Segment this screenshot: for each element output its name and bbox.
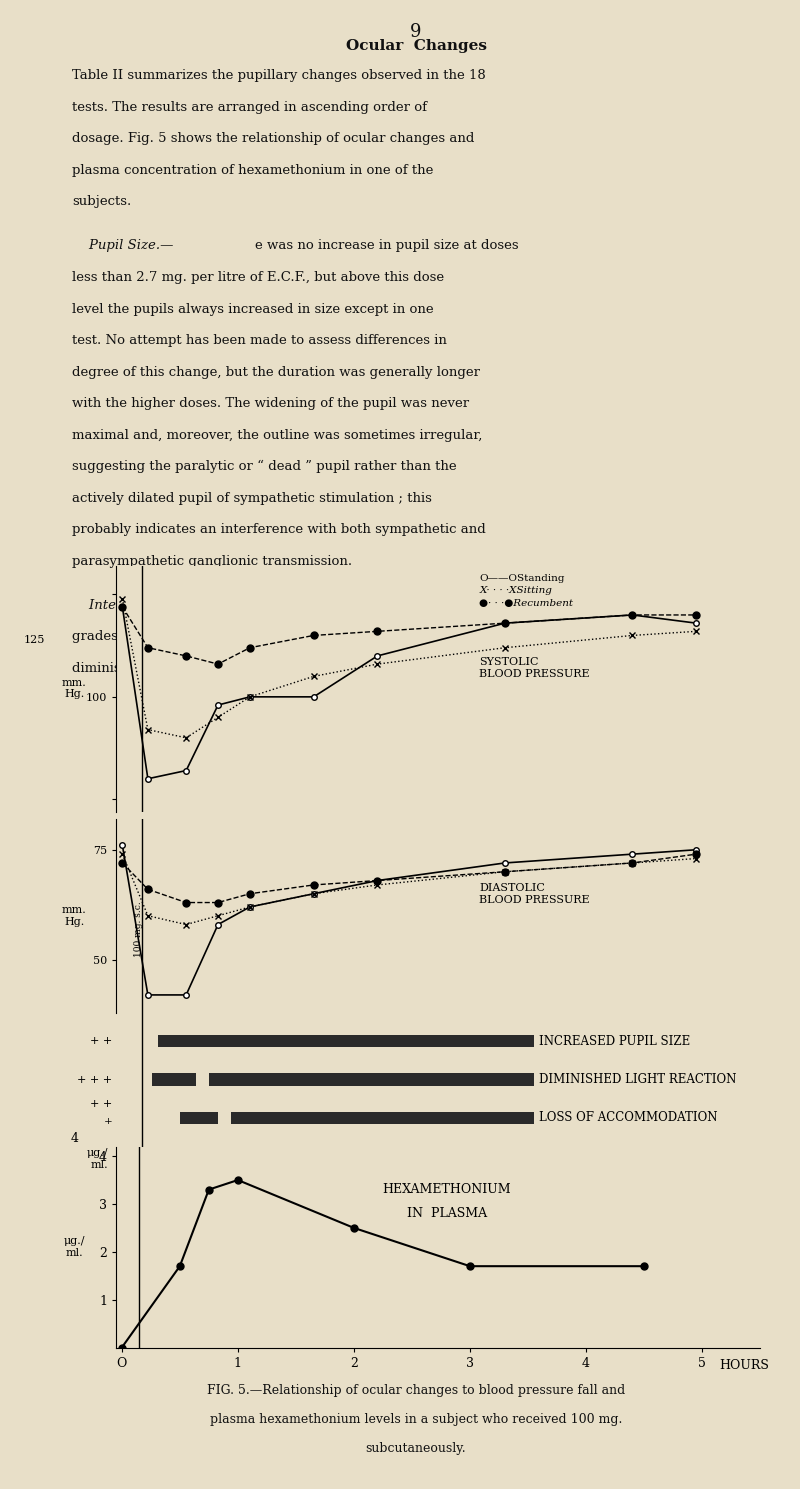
- Text: INCREASED PUPIL SIZE: INCREASED PUPIL SIZE: [539, 1035, 690, 1048]
- Text: Table II summarizes the pupillary changes observed in the 18: Table II summarizes the pupillary change…: [72, 70, 486, 82]
- Text: μg./
ml.: μg./ ml.: [63, 1236, 85, 1258]
- Text: test. No attempt has been made to assess differences in: test. No attempt has been made to assess…: [72, 334, 447, 347]
- Text: DIASTOLIC
BLOOD PRESSURE: DIASTOLIC BLOOD PRESSURE: [479, 883, 590, 904]
- Text: less than 2.7 mg. per litre of E.C.F., but above this dose: less than 2.7 mg. per litre of E.C.F., b…: [72, 271, 444, 284]
- Text: Ocular  Changes: Ocular Changes: [346, 39, 486, 54]
- Text: grades according to whether the reflex was perceptibly: grades according to whether the reflex w…: [72, 630, 445, 643]
- Text: e was no increase in pupil size at doses: e was no increase in pupil size at doses: [255, 240, 519, 253]
- Text: Interference with Light Reaction.—: Interference with Light Reaction.—: [72, 599, 327, 612]
- Text: 4: 4: [70, 1132, 78, 1145]
- Text: mm.
Hg.: mm. Hg.: [62, 905, 86, 926]
- Text: μg./
ml.: μg./ ml.: [87, 1148, 108, 1170]
- Text: subjects.: subjects.: [72, 195, 131, 208]
- Text: + +: + +: [90, 1099, 112, 1109]
- Text: with the higher doses. The widening of the pupil was never: with the higher doses. The widening of t…: [72, 398, 469, 409]
- Text: 125: 125: [24, 634, 45, 645]
- Text: 9: 9: [410, 22, 422, 42]
- Text: actively dilated pupil of sympathetic stimulation ; this: actively dilated pupil of sympathetic st…: [72, 491, 432, 505]
- Text: +: +: [103, 1117, 112, 1126]
- Text: 100 mg. s.c.: 100 mg. s.c.: [134, 901, 143, 957]
- Text: was assessed in three: was assessed in three: [508, 599, 658, 612]
- Text: probably indicates an interference with both sympathetic and: probably indicates an interference with …: [72, 523, 486, 536]
- Text: HOURS: HOURS: [719, 1359, 770, 1373]
- Text: + +: + +: [90, 1036, 112, 1047]
- Text: ●· · ·●Recumbent: ●· · ·●Recumbent: [479, 599, 574, 608]
- Text: X· · · ·XSitting: X· · · ·XSitting: [479, 587, 552, 596]
- Text: dosage. Fig. 5 shows the relationship of ocular changes and: dosage. Fig. 5 shows the relationship of…: [72, 133, 474, 146]
- Text: tests. The results are arranged in ascending order of: tests. The results are arranged in ascen…: [72, 101, 427, 113]
- Text: O——OStanding: O——OStanding: [479, 575, 565, 584]
- Text: plasma hexamethonium levels in a subject who received 100 mg.: plasma hexamethonium levels in a subject…: [210, 1413, 622, 1426]
- Text: DIMINISHED LIGHT REACTION: DIMINISHED LIGHT REACTION: [539, 1074, 737, 1085]
- Text: subcutaneously.: subcutaneously.: [366, 1441, 466, 1455]
- Text: + + +: + + +: [77, 1075, 112, 1084]
- Text: IN  PLASMA: IN PLASMA: [406, 1208, 486, 1219]
- Text: maximal and, moreover, the outline was sometimes irregular,: maximal and, moreover, the outline was s…: [72, 429, 482, 442]
- Text: suggesting the paralytic or “ dead ” pupil rather than the: suggesting the paralytic or “ dead ” pup…: [72, 460, 457, 474]
- Text: level the pupils always increased in size except in one: level the pupils always increased in siz…: [72, 302, 434, 316]
- Text: SYSTOLIC
BLOOD PRESSURE: SYSTOLIC BLOOD PRESSURE: [479, 657, 590, 679]
- Text: Pupil Size.—: Pupil Size.—: [72, 240, 174, 253]
- Text: diminished (+), very sluggish (++), or abolished (+++).: diminished (+), very sluggish (++), or a…: [72, 661, 448, 675]
- Text: parasympathetic ganglionic transmission.: parasympathetic ganglionic transmission.: [72, 555, 352, 567]
- Text: degree of this change, but the duration was generally longer: degree of this change, but the duration …: [72, 365, 480, 378]
- Text: LOSS OF ACCOMMODATION: LOSS OF ACCOMMODATION: [539, 1111, 718, 1124]
- Text: FIG. 5.—Relationship of ocular changes to blood pressure fall and: FIG. 5.—Relationship of ocular changes t…: [207, 1385, 625, 1398]
- Text: HEXAMETHONIUM: HEXAMETHONIUM: [382, 1184, 511, 1196]
- Text: plasma concentration of hexamethonium in one of the: plasma concentration of hexamethonium in…: [72, 164, 434, 177]
- Text: mm.
Hg.: mm. Hg.: [62, 677, 86, 700]
